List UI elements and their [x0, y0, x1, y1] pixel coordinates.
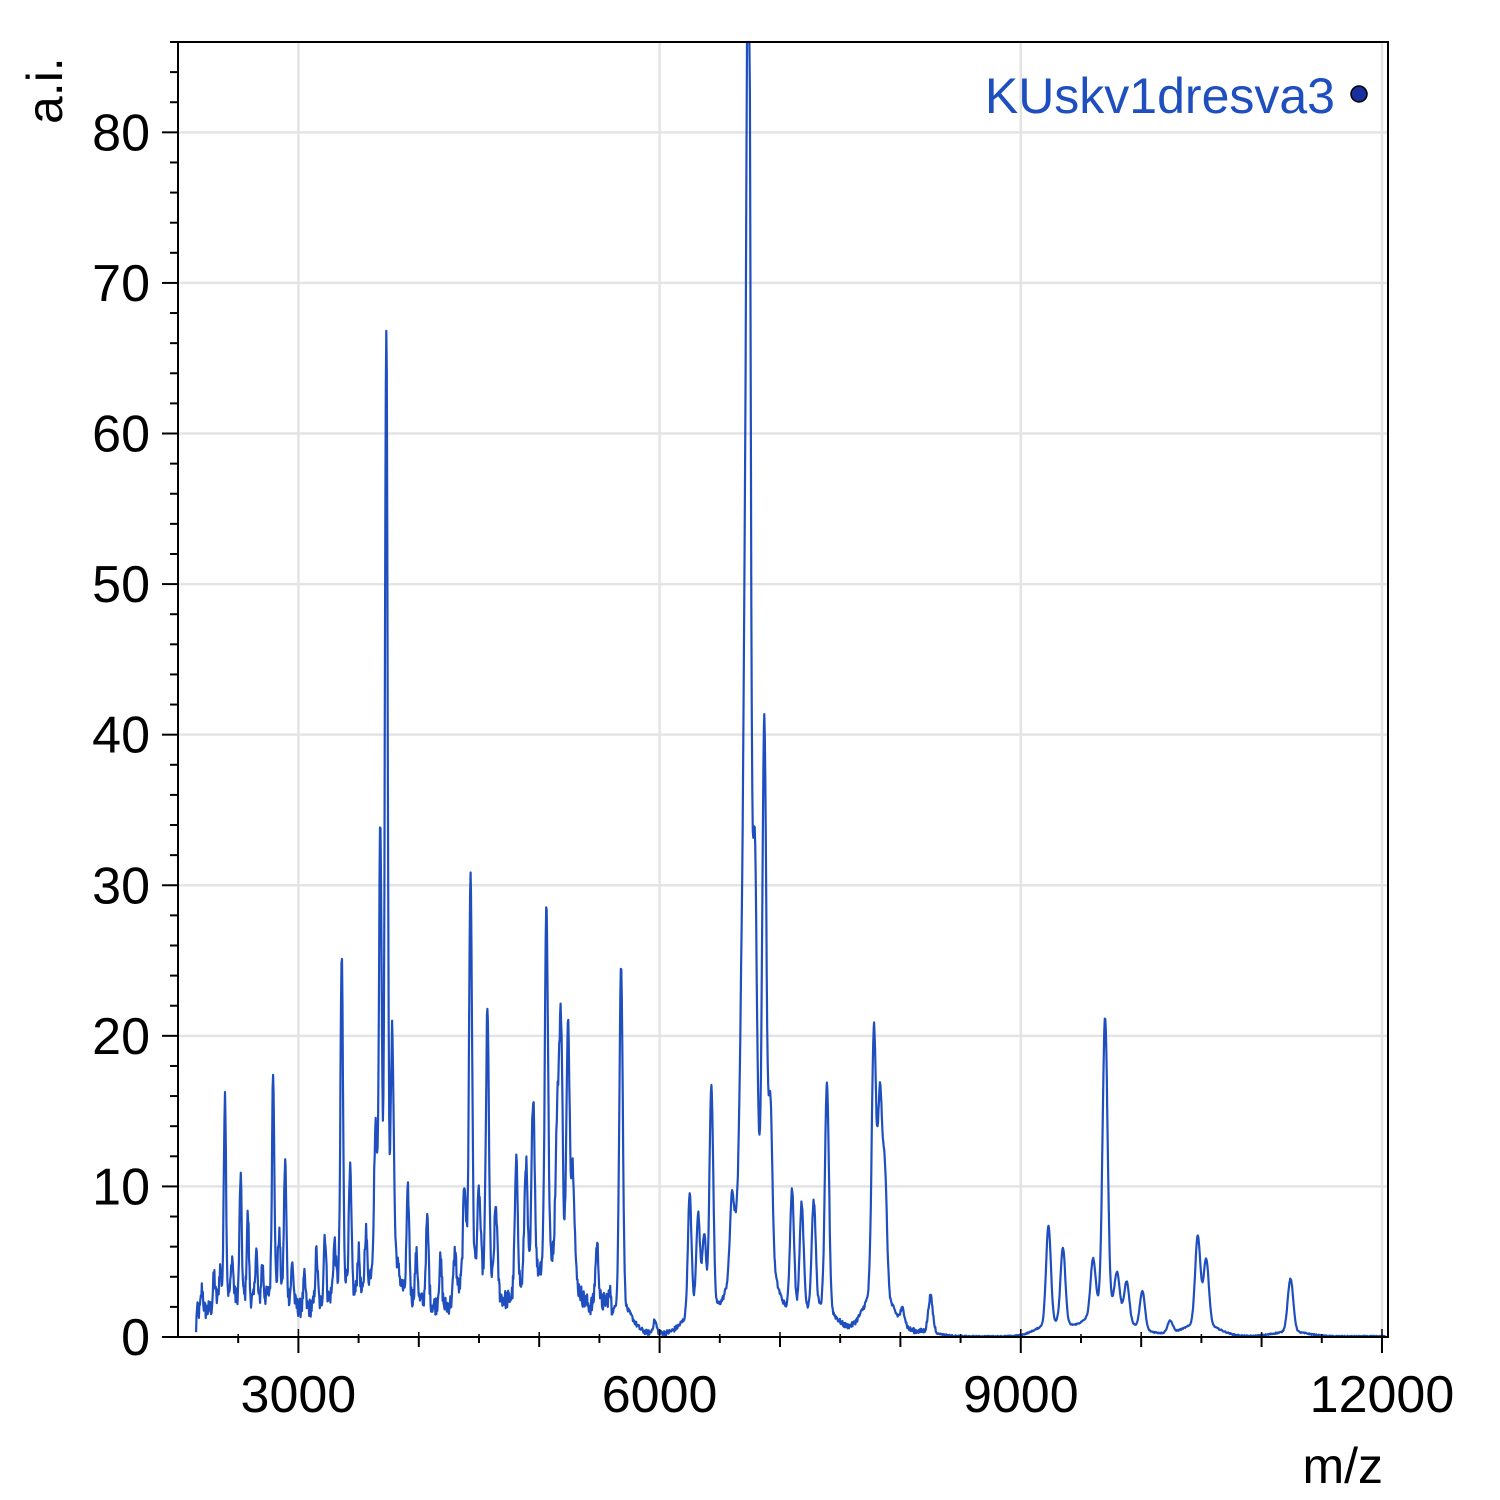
- x-tick-label: 6000: [602, 1366, 718, 1424]
- plot-frame: [177, 41, 1389, 1338]
- axis-ticks: [162, 41, 1383, 1353]
- y-tick-label: 50: [92, 556, 150, 614]
- y-tick-label: 70: [92, 255, 150, 313]
- x-tick-label: 9000: [963, 1366, 1079, 1424]
- y-tick-label: 60: [92, 406, 150, 464]
- series-layer: [195, 40, 1387, 1339]
- y-tick-label: 0: [121, 1309, 150, 1367]
- legend-marker-icon: [1350, 85, 1368, 103]
- y-tick-label: 20: [92, 1008, 150, 1066]
- y-axis-label: a.i.: [17, 57, 73, 124]
- legend-label: KUskv1dresva3: [985, 68, 1335, 124]
- y-tick-label: 40: [92, 707, 150, 765]
- y-tick-label: 30: [92, 857, 150, 915]
- series-line: [195, 40, 1387, 1339]
- y-tick-label: 80: [92, 104, 150, 162]
- x-axis-label: m/z: [1302, 1438, 1383, 1494]
- x-tick-label: 12000: [1310, 1366, 1455, 1424]
- legend: KUskv1dresva3: [985, 68, 1368, 124]
- y-tick-label: 10: [92, 1158, 150, 1216]
- x-tick-label: 3000: [241, 1366, 357, 1424]
- tick-labels: 0 10 20 30 40 50 60 70 80 3000 6000 9000 12000: [92, 104, 1454, 1424]
- grid-lines: [178, 42, 1388, 1337]
